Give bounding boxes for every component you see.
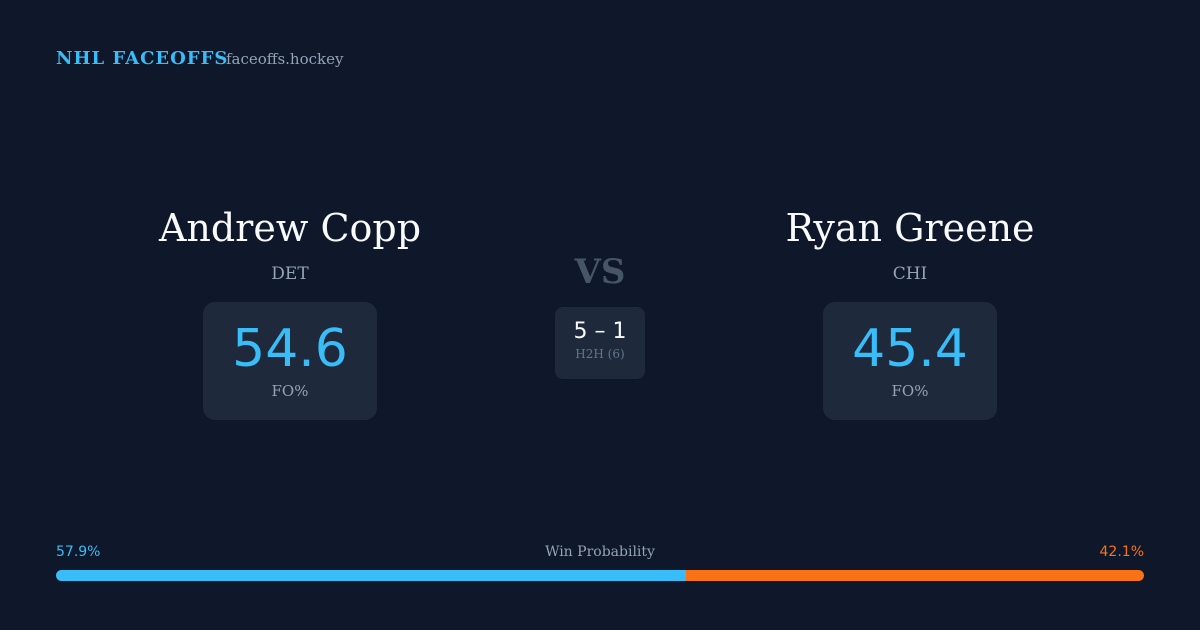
win-prob-left-label: 57.9% (56, 544, 101, 560)
win-prob-left-bar (56, 570, 686, 581)
h2h-card: 5 – 1 H2H (6) (555, 307, 645, 379)
player-team: DET (271, 264, 309, 284)
win-prob-bar (56, 570, 1144, 581)
vs-label: VS (574, 252, 626, 292)
fo-pct: 54.6 (232, 319, 348, 379)
h2h-label: H2H (6) (575, 347, 625, 361)
player-name: Andrew Copp (158, 206, 422, 250)
player-name: Ryan Greene (785, 206, 1035, 250)
stat-card: 54.6 FO% (203, 302, 377, 420)
site-name: faceoffs.hockey (226, 50, 344, 68)
win-prob-right-label: 42.1% (1099, 544, 1144, 560)
fo-label: FO% (891, 382, 929, 400)
brand: NHL FACEOFFS (56, 48, 229, 69)
fo-label: FO% (271, 382, 309, 400)
h2h-score: 5 – 1 (573, 319, 627, 344)
stat-card: 45.4 FO% (823, 302, 997, 420)
fo-pct: 45.4 (852, 319, 968, 379)
win-prob-right-bar (685, 570, 1144, 581)
win-prob-title: Win Probability (545, 544, 655, 560)
player-team: CHI (892, 264, 928, 284)
